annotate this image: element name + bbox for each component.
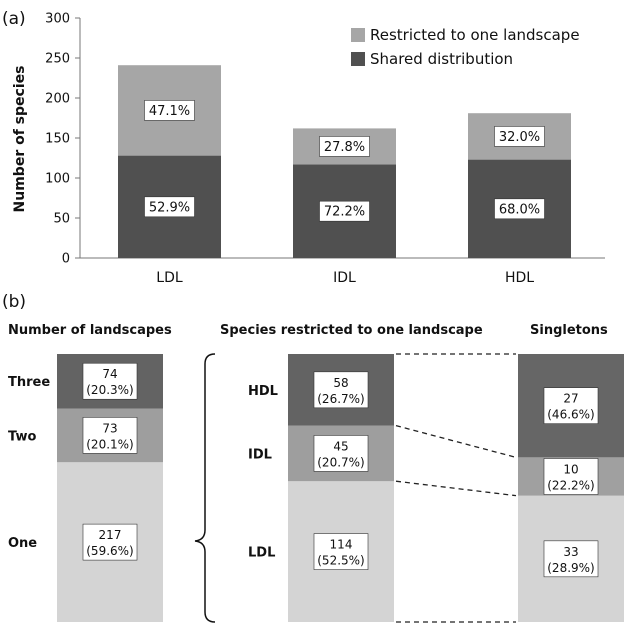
row-label: HDL [248, 384, 278, 399]
segment-count: 74 [102, 367, 117, 381]
x-tick-label: HDL [505, 270, 534, 286]
x-tick-label: LDL [156, 270, 183, 286]
data-label-box [494, 126, 545, 147]
y-tick-label: 0 [62, 252, 70, 267]
segment-count: 45 [333, 439, 348, 453]
y-tick-label: 250 [45, 52, 70, 67]
legend-label-restricted: Restricted to one landscape [370, 26, 580, 44]
segment-percent: (20.3%) [86, 383, 133, 397]
panel-a-label: (a) [2, 9, 26, 29]
y-tick-label: 150 [45, 132, 70, 147]
data-label-box [144, 100, 195, 121]
segment-percent: (26.7%) [317, 392, 364, 406]
legend-swatch-restricted [351, 28, 365, 42]
curly-brace [194, 353, 216, 623]
segment-count: 58 [333, 376, 348, 390]
row-label: Two [8, 429, 36, 444]
y-tick-label: 50 [53, 212, 70, 227]
segment-percent: (46.6%) [547, 408, 594, 422]
legend-swatch-shared [351, 52, 365, 66]
segment-label-box [313, 533, 369, 570]
segment-count: 33 [563, 545, 578, 559]
data-label-box [494, 198, 545, 220]
segment-percent: (28.9%) [547, 561, 594, 575]
x-tick-label: IDL [333, 270, 356, 286]
y-axis-label: Number of species [12, 66, 28, 213]
panel-a-chart: Number of species 0 50 100 150 200 250 300 52.… [12, 12, 605, 286]
segment-percent: (59.6%) [86, 544, 133, 558]
row-label: Three [8, 375, 50, 390]
segment-count: 73 [102, 421, 117, 435]
data-label: 68.0% [499, 202, 540, 217]
y-tick-label: 100 [45, 172, 70, 187]
panel-b-label: (b) [2, 292, 26, 312]
group-title-singletons: Singletons [530, 323, 608, 338]
segment-label-box [543, 540, 599, 578]
data-label: 32.0% [499, 130, 540, 145]
segment-label-box [82, 417, 138, 454]
data-label-box [319, 136, 370, 157]
row-label: LDL [248, 546, 275, 561]
connector-lines [395, 353, 517, 623]
segment-count: 27 [563, 392, 578, 406]
group-title-landscapes: Number of landscapes [8, 323, 172, 338]
segment-count: 217 [99, 528, 122, 542]
connector-line [395, 480, 517, 497]
data-label: 52.9% [149, 200, 190, 215]
data-label-box [144, 196, 195, 218]
y-tick-label: 200 [45, 92, 70, 107]
segment-label-box [543, 387, 599, 424]
segment-label-box [313, 371, 369, 409]
panel-b-chart: Number of landscapes Species restricted … [8, 323, 624, 623]
legend: Restricted to one landscape Shared distr… [351, 26, 580, 68]
data-label-box [319, 200, 370, 222]
row-label: IDL [248, 447, 272, 462]
segment-percent: (22.2%) [547, 479, 594, 493]
connector-line [395, 425, 517, 458]
segment-count: 114 [330, 538, 353, 552]
y-tick-label: 300 [45, 12, 70, 27]
segment-count: 10 [563, 463, 578, 477]
segment-label-box [543, 458, 599, 495]
row-label: One [8, 536, 37, 551]
segment-label-box [82, 523, 138, 561]
data-label: 72.2% [324, 205, 365, 220]
data-label: 27.8% [324, 140, 365, 155]
legend-label-shared: Shared distribution [370, 50, 513, 68]
data-label: 47.1% [149, 104, 190, 119]
segment-percent: (52.5%) [317, 554, 364, 568]
segment-label-box [313, 435, 369, 472]
segment-percent: (20.1%) [86, 437, 133, 451]
segment-label-box [82, 362, 138, 400]
group-title-restricted: Species restricted to one landscape [220, 323, 483, 338]
segment-percent: (20.7%) [317, 455, 364, 469]
